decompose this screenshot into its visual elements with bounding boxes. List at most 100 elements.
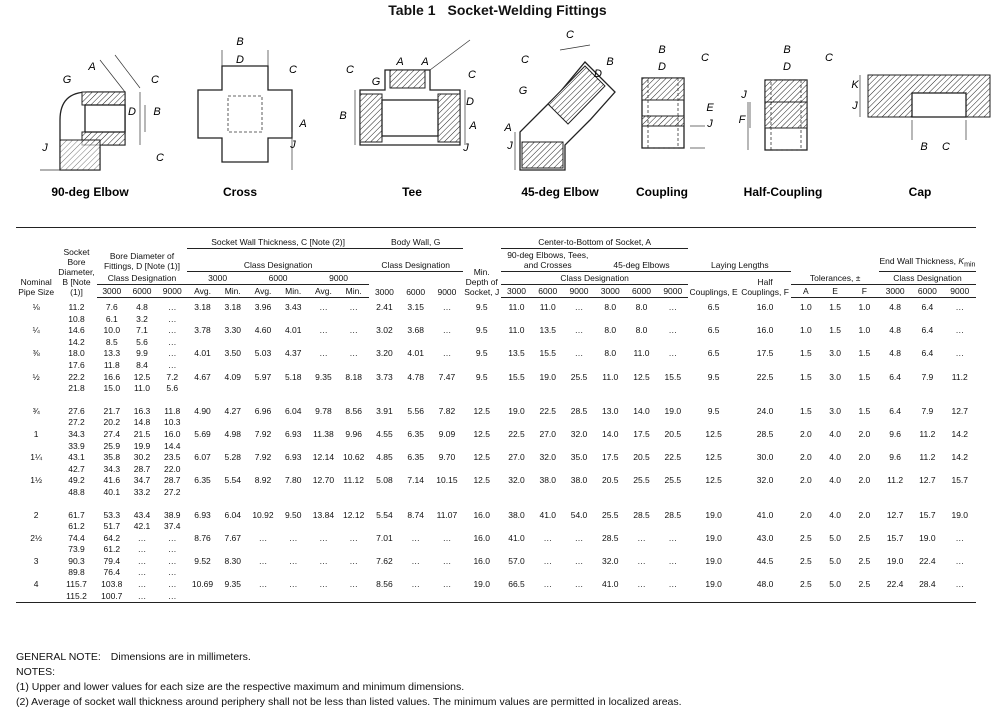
value-cell: 19.0 <box>886 555 904 566</box>
value-cell: 1.5 <box>799 371 812 382</box>
value-cell: … <box>442 325 452 336</box>
elbow-45-drawing <box>514 44 616 171</box>
max-value-cell: 74.4 <box>68 532 85 543</box>
table-body: ⅛ 11.2 7.6 4.8 … 3.18 3.18 3.96 3.43 … … 2.41 3.15 … 9… <box>16 298 976 603</box>
dimension-label: A <box>87 61 95 73</box>
min-value-cell: 14.8 <box>133 417 151 428</box>
value-cell: 1.5 <box>858 371 871 382</box>
value-cell: 15.7 <box>919 509 936 520</box>
min-value-cell: 34.3 <box>103 463 121 474</box>
value-cell: 1.5 <box>799 405 812 416</box>
value-cell: … <box>637 555 646 566</box>
value-cell: 4.98 <box>224 428 242 439</box>
value-cell: … <box>955 532 964 543</box>
value-cell: 28.5 <box>664 509 682 520</box>
value-cell: … <box>258 579 268 590</box>
value-cell: … <box>955 325 964 336</box>
value-cell: 8.18 <box>345 371 362 382</box>
max-value-cell: 61.7 <box>68 509 85 520</box>
dimension-label: J <box>740 89 747 101</box>
min-value-cell: 33.9 <box>68 440 85 451</box>
value-cell: 38.0 <box>570 475 588 486</box>
max-value-cell: … <box>137 532 147 543</box>
value-cell: … <box>319 325 328 336</box>
max-value-cell: 35.8 <box>103 452 121 463</box>
min-value-cell: 61.2 <box>68 521 85 532</box>
value-cell: 8.0 <box>635 302 648 312</box>
value-cell: 22.5 <box>508 428 525 439</box>
value-cell: 32.0 <box>601 555 619 566</box>
value-cell: 20.5 <box>633 452 650 463</box>
value-cell: … <box>349 532 358 543</box>
max-value-cell: 18.0 <box>68 348 85 359</box>
dimension-label: C <box>701 52 709 64</box>
value-cell: 13.5 <box>539 325 557 336</box>
value-cell: 3.0 <box>829 405 842 416</box>
value-cell: 15.5 <box>539 348 557 359</box>
value-cell: 27.0 <box>539 428 557 439</box>
value-cell: 12.5 <box>633 371 650 382</box>
value-cell: 8.74 <box>407 509 424 520</box>
table-row: 1¼ 43.1 35.8 30.2 23.5 6.07 5.28 7.92 6.93 12.14 1… <box>16 452 976 464</box>
value-cell: … <box>319 302 328 312</box>
value-cell: 3.68 <box>407 325 424 336</box>
value-cell: 13.5 <box>508 348 525 359</box>
value-cell: 5.54 <box>376 509 393 520</box>
dimension-label: D <box>658 61 666 73</box>
header-cell: 6000 <box>406 286 426 297</box>
value-cell: 25.5 <box>633 475 650 486</box>
min-value-cell: 89.8 <box>68 567 85 578</box>
value-cell: … <box>574 348 584 359</box>
table-title: Socket-Welding Fittings <box>447 2 607 18</box>
value-cell: … <box>955 302 964 312</box>
value-cell: 8.76 <box>194 532 211 543</box>
dimension-label: B <box>783 44 790 56</box>
min-value-cell: 11.8 <box>103 359 120 370</box>
value-cell: 9.5 <box>475 371 488 382</box>
max-value-cell: 7.1 <box>136 325 148 336</box>
table-row: 1 34.3 27.4 21.5 16.0 5.69 4.98 7.92 6.93 11.38 9.… <box>16 429 976 441</box>
value-cell: 2.5 <box>799 579 812 590</box>
max-value-cell: 115.7 <box>66 579 87 590</box>
value-cell: … <box>442 555 452 566</box>
value-cell: 41.0 <box>756 509 774 520</box>
value-cell: 11.2 <box>919 428 936 439</box>
value-cell: 7.82 <box>438 405 456 416</box>
header-cell: Class Designation <box>187 248 369 272</box>
value-cell: … <box>574 532 584 543</box>
value-cell: 16.0 <box>756 325 774 336</box>
value-cell: 9.5 <box>707 405 720 416</box>
dimension-label: E <box>706 102 714 114</box>
max-value-cell: 64.2 <box>103 532 121 543</box>
header-cell: Couplings, E <box>689 286 738 297</box>
table-row: 48.8 40.1 33.2 27.2 <box>16 487 976 499</box>
min-value-cell: 15.0 <box>103 383 121 394</box>
size-cell: ⅛ <box>32 301 40 312</box>
value-cell: 7.9 <box>921 371 934 382</box>
value-cell: … <box>574 302 584 312</box>
value-cell: 16.0 <box>473 509 490 520</box>
max-value-cell: 23.5 <box>163 452 181 463</box>
max-value-cell: … <box>168 325 177 336</box>
table-header: Nominal Pipe Size Socket Bore Diameter, … <box>16 227 976 298</box>
figure-caption: Tee <box>402 185 422 199</box>
dimension-label: C <box>825 52 833 64</box>
value-cell: 3.18 <box>224 302 242 312</box>
general-note: GENERAL NOTE: Dimensions are in millimete… <box>16 650 682 665</box>
header-cell: 6000 <box>911 284 944 298</box>
value-cell: 3.02 <box>376 325 393 336</box>
value-cell: 5.56 <box>407 405 424 416</box>
figure-caption: Half-Coupling <box>744 185 823 199</box>
size-cell: ⅜ <box>32 348 40 359</box>
value-cell: 9.52 <box>194 555 211 566</box>
note-item: (1) Upper and lower values for each size… <box>16 681 465 693</box>
header-cell: End Wall Thickness, Kmin <box>878 227 976 272</box>
value-cell: … <box>258 555 268 566</box>
table-row: 73.9 61.2…… <box>16 544 976 556</box>
max-value-cell: 34.3 <box>68 428 85 439</box>
max-value-cell: 22.2 <box>68 371 85 382</box>
table-row: ¾ 27.6 21.7 16.3 11.8 4.90 4.27 6.96 6.04 9.78 8.5… <box>16 395 976 418</box>
value-cell: 6.35 <box>407 428 424 439</box>
min-value-cell: … <box>137 567 147 578</box>
value-cell: 2.0 <box>858 452 871 463</box>
